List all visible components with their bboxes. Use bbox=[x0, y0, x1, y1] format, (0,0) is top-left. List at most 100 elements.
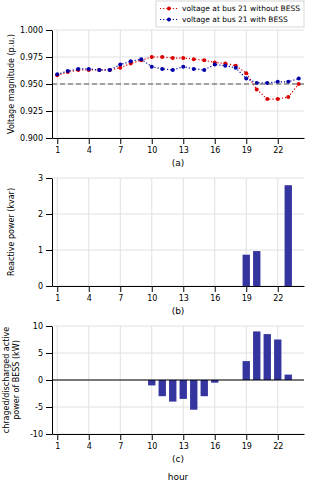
chart: 0.9000.9250.9500.9751.0001471013161922(a… bbox=[0, 0, 312, 500]
point bbox=[265, 97, 269, 101]
x-axis-title: (b) bbox=[172, 306, 185, 316]
x-tick-label: 19 bbox=[242, 294, 252, 303]
y-tick: -5 bbox=[35, 403, 52, 412]
grid-line-y bbox=[52, 111, 304, 112]
x-tick-mark bbox=[215, 434, 216, 440]
bar bbox=[295, 286, 302, 287]
x-tick-mark bbox=[89, 138, 90, 144]
bar bbox=[253, 251, 260, 286]
point bbox=[87, 67, 91, 71]
x-tick: 16 bbox=[210, 286, 220, 303]
legend-frame bbox=[156, 1, 304, 27]
y-tick-label: -5 bbox=[35, 403, 43, 412]
x-axis-line bbox=[53, 138, 305, 139]
legend-marker bbox=[167, 18, 171, 22]
x-tick-label: 4 bbox=[87, 442, 92, 451]
legend-label: voltage at bus 21 with BESS bbox=[182, 15, 288, 24]
bar bbox=[274, 340, 281, 381]
bar bbox=[253, 331, 260, 380]
point bbox=[171, 56, 175, 60]
grid-line-y bbox=[52, 380, 304, 381]
bar bbox=[148, 286, 155, 287]
x-tick-mark bbox=[89, 434, 90, 440]
point bbox=[286, 95, 290, 99]
reference-line bbox=[52, 380, 304, 381]
y-tick: 0.900 bbox=[20, 134, 52, 143]
grid-line-x bbox=[214, 178, 215, 286]
y-tick-label: 3 bbox=[38, 174, 43, 183]
y-axis-title: Voltage magnitude (p.u.) bbox=[7, 34, 16, 134]
panel: -10-505101471013161922(c)hour bbox=[30, 322, 305, 482]
y-tick-mark bbox=[46, 138, 52, 139]
x-tick-label: 7 bbox=[118, 146, 123, 155]
x-tick-label: 10 bbox=[147, 146, 157, 155]
x-tick-label: 1 bbox=[55, 294, 60, 303]
bar bbox=[285, 185, 292, 286]
bar bbox=[232, 286, 239, 287]
x-tick: 16 bbox=[210, 138, 220, 155]
grid-line-x bbox=[120, 178, 121, 286]
point bbox=[108, 68, 112, 72]
x-tick: 1 bbox=[55, 434, 60, 451]
x-axis: 1471013161922 bbox=[53, 286, 305, 303]
x-tick-label: 4 bbox=[87, 294, 92, 303]
x-tick-mark bbox=[215, 138, 216, 144]
y-axis: 0123 bbox=[38, 174, 53, 291]
x-tick: 19 bbox=[242, 434, 252, 451]
y-tick-mark bbox=[46, 214, 52, 215]
x-tick: 22 bbox=[273, 434, 283, 451]
y-tick: 0.975 bbox=[20, 53, 52, 62]
bar bbox=[190, 380, 197, 410]
point bbox=[150, 55, 154, 59]
x-axis-line bbox=[53, 286, 305, 287]
point bbox=[223, 64, 227, 68]
x-tick: 19 bbox=[242, 286, 252, 303]
bar bbox=[264, 334, 271, 380]
x-tick-label: 1 bbox=[55, 442, 60, 451]
point bbox=[234, 66, 238, 70]
grid-line-x bbox=[277, 178, 278, 286]
x-tick-mark bbox=[152, 138, 153, 144]
y-tick: 0.925 bbox=[20, 107, 52, 116]
x-tick-mark bbox=[278, 138, 279, 144]
bar bbox=[222, 286, 229, 287]
point bbox=[276, 97, 280, 101]
x-tick-mark bbox=[278, 286, 279, 292]
reference-line bbox=[52, 84, 304, 85]
x-tick-label: 16 bbox=[210, 442, 220, 451]
x-tick-mark bbox=[152, 286, 153, 292]
x-axis: 1471013161922 bbox=[53, 138, 305, 155]
y-tick-mark bbox=[46, 84, 52, 85]
x-tick: 19 bbox=[242, 138, 252, 155]
x-tick: 4 bbox=[87, 138, 92, 155]
y-tick-label: 0.925 bbox=[20, 107, 43, 116]
x-tick-mark bbox=[57, 434, 58, 440]
bar bbox=[180, 286, 187, 287]
line bbox=[57, 59, 299, 83]
grid-line-y bbox=[52, 434, 304, 435]
y-axis-line bbox=[52, 179, 53, 287]
point bbox=[97, 68, 101, 72]
x-tick-label: 10 bbox=[147, 442, 157, 451]
panel: 0.9000.9250.9500.9751.0001471013161922(a… bbox=[20, 26, 304, 168]
line bbox=[57, 57, 299, 99]
x-tick-label: 16 bbox=[210, 146, 220, 155]
grid-line-y bbox=[52, 250, 304, 251]
x-tick-label: 22 bbox=[273, 146, 283, 155]
x-axis: 1471013161922 bbox=[53, 434, 305, 451]
x-tick-mark bbox=[120, 434, 121, 440]
x-tick-label: 13 bbox=[179, 442, 189, 451]
x-tick-label: 19 bbox=[242, 442, 252, 451]
y-tick: 2 bbox=[38, 210, 52, 219]
y-tick-label: 5 bbox=[38, 349, 43, 358]
x-tick: 13 bbox=[179, 434, 189, 451]
point bbox=[150, 65, 154, 69]
grid-line-x bbox=[183, 178, 184, 286]
y-tick-label: 1 bbox=[38, 246, 43, 255]
point bbox=[66, 69, 70, 73]
legend-marker bbox=[167, 7, 171, 11]
x-tick-mark bbox=[120, 138, 121, 144]
x-tick: 7 bbox=[118, 138, 123, 155]
y-tick-label: 2 bbox=[38, 210, 43, 219]
y-tick-label: 0.900 bbox=[20, 134, 43, 143]
